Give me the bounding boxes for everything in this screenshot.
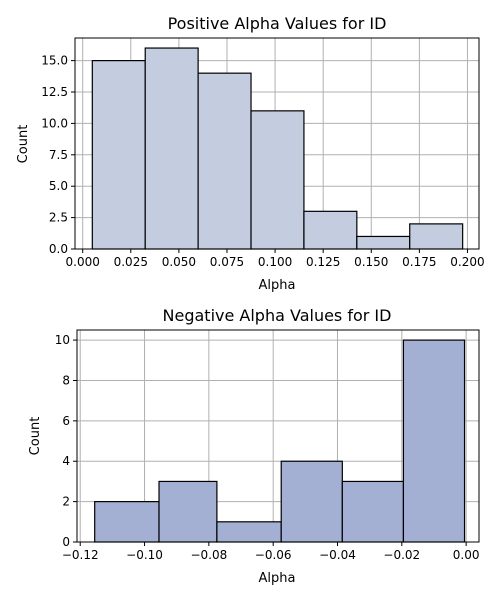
y-tick-label: 0 (62, 535, 70, 549)
histogram-bar (303, 210, 358, 250)
histogram-bar (356, 235, 411, 250)
x-tick-label: 0.175 (402, 255, 436, 269)
y-tick-label: 0.0 (49, 242, 68, 256)
x-tick-label: −0.10 (126, 548, 163, 562)
x-axis-label: Alpha (259, 278, 296, 293)
x-tick-label: 0.075 (210, 255, 244, 269)
y-tick-label: 12.5 (41, 85, 68, 99)
x-tick-label: −0.04 (319, 548, 356, 562)
x-tick-label: −0.08 (190, 548, 227, 562)
x-tick-label: −0.12 (62, 548, 99, 562)
x-tick-label: 0.150 (354, 255, 388, 269)
y-tick-label: 7.5 (49, 148, 68, 162)
x-tick-label: −0.06 (255, 548, 292, 562)
histogram-bar (409, 223, 464, 250)
y-tick-label: 10.0 (41, 116, 68, 130)
histogram-bar (341, 480, 405, 543)
x-tick-label: 0.125 (306, 255, 340, 269)
histogram-bar (158, 480, 218, 543)
histogram-bar (197, 72, 252, 250)
histogram-bar (91, 60, 146, 250)
chart-title: Positive Alpha Values for ID (168, 14, 387, 33)
y-tick-label: 10 (55, 333, 70, 347)
x-tick-label: −0.02 (383, 548, 420, 562)
y-tick-label: 8 (62, 373, 70, 387)
y-axis-label: Count (28, 417, 43, 456)
positive-alpha-histogram: Positive Alpha Values for ID 0.000 0.025 0… (16, 14, 485, 293)
histogram-bar (144, 47, 199, 250)
x-tick-label: 0.100 (258, 255, 292, 269)
plot-frame (76, 329, 480, 543)
x-tick-label: 0.00 (453, 548, 480, 562)
x-axis-label: Alpha (259, 571, 296, 586)
y-tick-label: 2 (62, 495, 70, 509)
chart-title: Negative Alpha Values for ID (163, 306, 392, 325)
x-tick-label: 0.050 (162, 255, 196, 269)
plot-frame (74, 37, 480, 250)
negative-alpha-histogram: Negative Alpha Values for ID −0.12 −0.10 −… (28, 306, 480, 586)
y-tick-label: 15.0 (41, 54, 68, 68)
y-tick-label: 5.0 (49, 179, 68, 193)
y-tick-label: 6 (62, 414, 70, 428)
y-tick-label: 2.5 (49, 211, 68, 225)
x-tick-label: 0.200 (450, 255, 484, 269)
x-tick-label: 0.025 (114, 255, 148, 269)
x-tick-label: 0.000 (66, 255, 100, 269)
histogram-bar (402, 339, 466, 543)
y-axis-label: Count (16, 125, 31, 164)
histogram-bar (280, 460, 343, 543)
histogram-bar (216, 521, 282, 543)
histogram-bar (250, 110, 305, 250)
y-tick-label: 4 (62, 454, 70, 468)
histogram-bar (94, 501, 160, 543)
